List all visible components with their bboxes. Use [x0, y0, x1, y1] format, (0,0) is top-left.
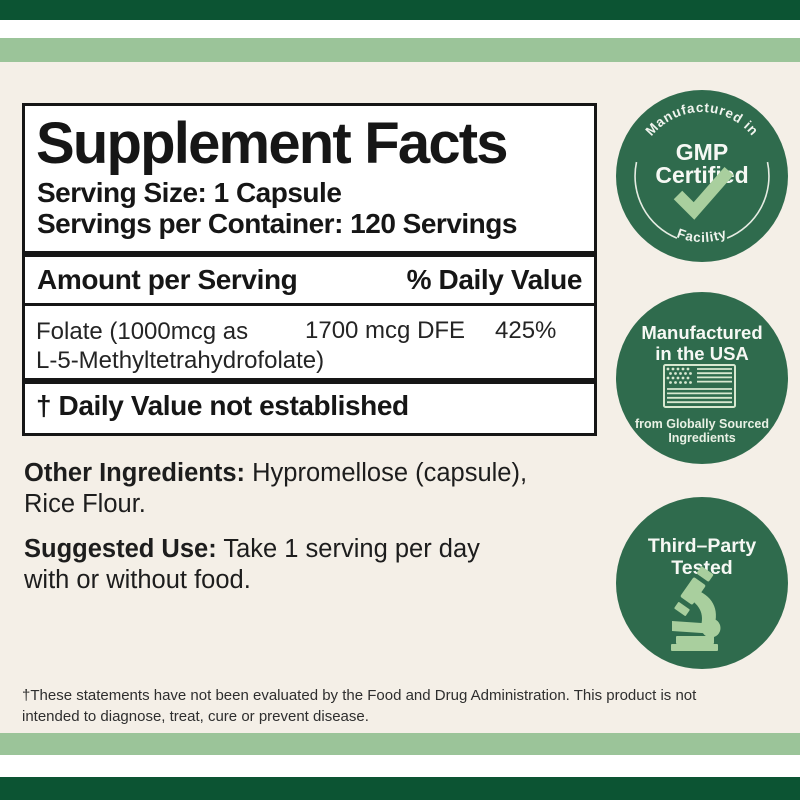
usa-sub-line1: from Globally Sourced	[635, 417, 769, 431]
table-header-row: Amount per Serving % Daily Value	[25, 257, 594, 306]
nutrient-amount: 1700 mcg DFE	[305, 317, 466, 344]
gmp-arc-bottom-text: Facility	[675, 226, 728, 246]
usa-line1: Manufactured	[641, 322, 762, 343]
suggested-use-line2: with or without food.	[24, 566, 251, 594]
serving-size: Serving Size: 1 Capsule	[37, 177, 342, 208]
other-ingredients-label: Other Ingredients:	[24, 459, 246, 487]
usa-flag-icon	[663, 364, 736, 408]
fda-disclaimer-line1: †These statements have not been evaluate…	[22, 687, 697, 704]
nutrient-name-line2: L-5-Methyltetrahydrofolate)	[36, 347, 325, 374]
checkmark-icon	[673, 167, 734, 220]
top-white-stripe	[0, 20, 800, 38]
ring-arc-right	[726, 161, 770, 239]
suggested-use-label: Suggested Use:	[24, 535, 217, 563]
other-ingredients-line1: Other Ingredients: Hypromellose (capsule…	[24, 458, 527, 489]
divider-thick-bottom	[25, 378, 594, 384]
made-in-usa-badge: Manufactured in the USA from Globally S	[616, 292, 788, 464]
nutrient-daily-value: 425%	[495, 317, 557, 344]
svg-text:Facility: Facility	[675, 226, 729, 246]
gmp-line2: Certified	[655, 162, 748, 188]
nutrient-name-line1: Folate (1000mcg as	[36, 318, 249, 345]
suggested-use: Suggested Use: Take 1 serving per day wi…	[24, 534, 480, 596]
usa-sub-line2: Ingredients	[668, 431, 735, 445]
daily-value-footnote: † Daily Value not established	[36, 390, 409, 421]
microscope-icon	[671, 566, 721, 651]
bottom-white-stripe	[0, 755, 800, 777]
amount-per-serving-header: Amount per Serving	[37, 264, 298, 295]
panel-title: Supplement Facts	[36, 111, 509, 176]
other-ingredients: Other Ingredients: Hypromellose (capsule…	[24, 458, 527, 520]
usa-line2: in the USA	[655, 343, 749, 364]
ring-arc-left	[634, 161, 678, 239]
daily-value-header: % Daily Value	[406, 264, 583, 295]
servings-per-container: Servings per Container: 120 Servings	[37, 208, 517, 239]
divider-thick-top	[25, 251, 594, 257]
supplement-facts-panel: Supplement Facts Serving Size: 1 Capsule…	[22, 103, 597, 436]
suggested-use-text: Take 1 serving per day	[216, 535, 480, 563]
bottom-light-stripe	[0, 733, 800, 755]
third-party-tested-badge: Third–Party Tested	[616, 497, 788, 669]
fda-disclaimer: †These statements have not been evaluate…	[22, 685, 696, 727]
other-ingredients-text: Hypromellose (capsule),	[245, 459, 528, 487]
top-dark-stripe	[0, 0, 800, 20]
gmp-line1: GMP	[676, 139, 728, 165]
suggested-use-line1: Suggested Use: Take 1 serving per day	[24, 534, 480, 565]
nutrient-name: Folate (1000mcg as L-5-Methyltetrahydrof…	[36, 317, 324, 375]
tested-line1: Third–Party	[648, 535, 757, 557]
top-light-stripe	[0, 38, 800, 62]
bottom-dark-stripe	[0, 777, 800, 800]
badge-circle	[616, 90, 788, 262]
table-row: Folate (1000mcg as L-5-Methyltetrahydrof…	[25, 309, 594, 378]
other-ingredients-line2: Rice Flour.	[24, 490, 146, 518]
gmp-certified-badge: Manufactured in GMP Certified Facility	[616, 90, 788, 262]
fda-disclaimer-line2: intended to diagnose, treat, cure or pre…	[22, 708, 369, 725]
